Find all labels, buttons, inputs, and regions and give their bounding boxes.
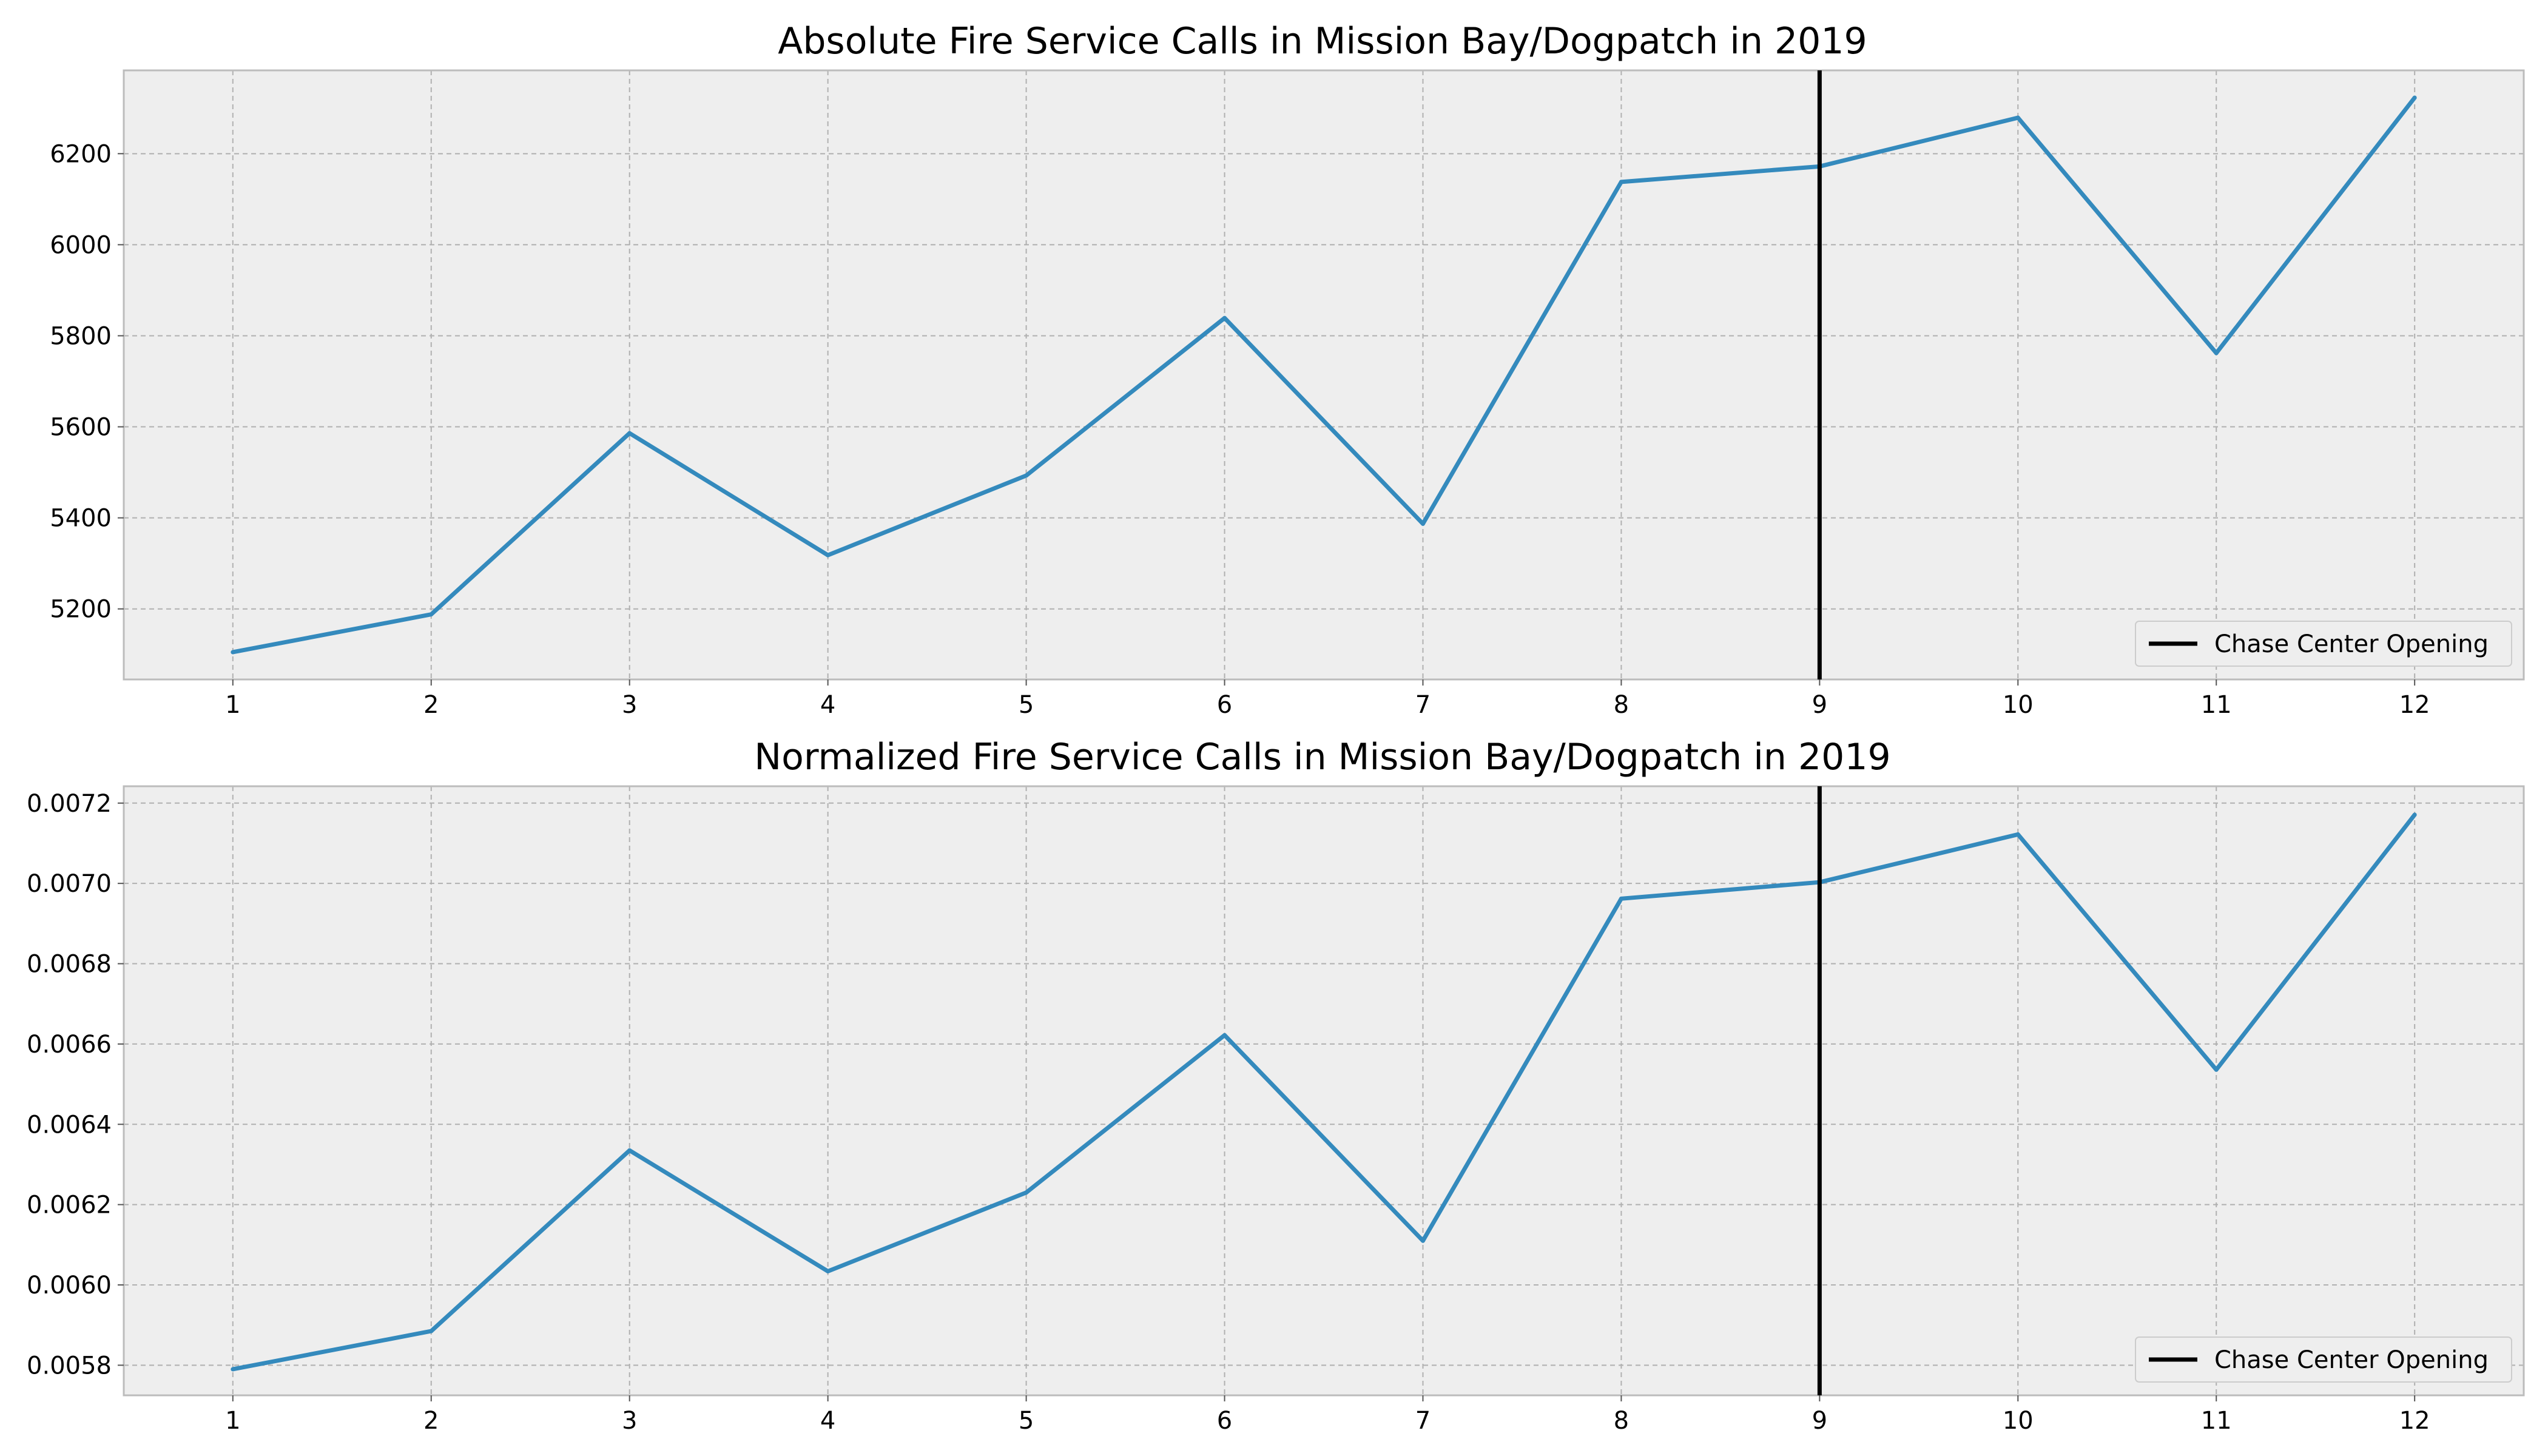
normalized-y-tick-label: 0.0064	[27, 1111, 112, 1139]
normalized-x-tick-label: 2	[423, 1407, 439, 1435]
normalized-y-tick-label: 0.0058	[27, 1352, 112, 1380]
normalized-x-tick-label: 11	[2201, 1407, 2232, 1435]
normalized-y-tick-label: 0.0066	[27, 1031, 112, 1059]
absolute-chart-title: Absolute Fire Service Calls in Mission B…	[778, 20, 1867, 62]
absolute-data-point	[429, 612, 434, 617]
absolute-x-tick-label: 2	[423, 691, 439, 719]
absolute-x-tick-label: 1	[225, 691, 240, 719]
normalized-legend-label: Chase Center Opening	[2214, 1346, 2489, 1374]
absolute-data-point	[2015, 115, 2020, 120]
absolute-x-tick-label: 7	[1415, 691, 1431, 719]
normalized-data-point	[2015, 832, 2020, 837]
absolute-data-point	[826, 553, 831, 558]
normalized-plot-area	[124, 786, 2524, 1395]
absolute-y-tick-label: 5800	[50, 322, 112, 350]
normalized-plot-frame	[123, 785, 2525, 1397]
absolute-legend-box	[2135, 621, 2512, 667]
normalized-x-tick-label: 8	[1614, 1407, 1629, 1435]
normalized-y-tick-label: 0.0070	[27, 870, 112, 898]
absolute-legend-label: Chase Center Opening	[2214, 630, 2489, 658]
normalized-calls-subplot: Normalized Fire Service Calls in Mission…	[27, 736, 2525, 1435]
normalized-x-tick-label: 12	[2399, 1407, 2430, 1435]
normalized-data-point	[1619, 896, 1623, 901]
normalized-x-tick-label: 5	[1019, 1407, 1034, 1435]
normalized-x-tick-label: 9	[1812, 1407, 1827, 1435]
normalized-data-point	[2214, 1067, 2219, 1072]
absolute-y-tick-label: 6200	[50, 140, 112, 168]
absolute-data-point	[1420, 521, 1425, 526]
absolute-y-tick-label: 5600	[50, 414, 112, 442]
normalized-data-point	[231, 1367, 235, 1372]
absolute-y-tick-label: 5400	[50, 505, 112, 533]
absolute-data-point	[627, 431, 632, 436]
absolute-data-point	[1619, 180, 1623, 184]
normalized-data-point	[1420, 1238, 1425, 1243]
normalized-legend-box	[2135, 1336, 2512, 1383]
absolute-data-point	[231, 650, 235, 655]
normalized-data-point	[1024, 1190, 1029, 1195]
normalized-x-tick-label: 7	[1415, 1407, 1431, 1435]
normalized-data-point	[1222, 1033, 1227, 1037]
normalized-legend: Chase Center Opening	[2135, 1336, 2512, 1383]
absolute-data-point	[2214, 351, 2219, 356]
absolute-plot-frame	[123, 69, 2525, 681]
absolute-x-tick-label: 3	[622, 691, 637, 719]
normalized-x-tick-label: 1	[225, 1407, 240, 1435]
normalized-series-line	[232, 813, 2416, 1372]
normalized-data-point	[2412, 812, 2417, 817]
normalized-y-tick-label: 0.0068	[27, 951, 112, 979]
absolute-x-tick-label: 6	[1217, 691, 1232, 719]
normalized-x-tick-label: 4	[820, 1407, 835, 1435]
absolute-x-tick-label: 5	[1019, 691, 1034, 719]
normalized-y-tick-label: 0.0060	[27, 1272, 112, 1299]
absolute-x-tick-label: 9	[1812, 691, 1827, 719]
normalized-data-point	[627, 1148, 632, 1153]
normalized-x-tick-label: 3	[622, 1407, 637, 1435]
absolute-calls-subplot: Absolute Fire Service Calls in Mission B…	[50, 20, 2525, 719]
normalized-data-point	[826, 1269, 831, 1273]
absolute-legend: Chase Center Opening	[2135, 621, 2512, 667]
absolute-data-point	[1024, 473, 1029, 478]
normalized-chart-title: Normalized Fire Service Calls in Mission…	[754, 736, 1890, 778]
absolute-x-tick-label: 8	[1614, 691, 1629, 719]
normalized-x-tick-label: 6	[1217, 1407, 1232, 1435]
absolute-data-point	[1222, 315, 1227, 320]
absolute-data-point	[2412, 95, 2417, 100]
absolute-series-line	[232, 96, 2416, 655]
absolute-y-tick-label: 6000	[50, 231, 112, 259]
absolute-x-tick-label: 11	[2201, 691, 2232, 719]
absolute-x-tick-label: 4	[820, 691, 835, 719]
absolute-x-tick-label: 12	[2399, 691, 2430, 719]
absolute-plot-area	[124, 70, 2524, 679]
normalized-y-tick-label: 0.0072	[27, 790, 112, 818]
absolute-y-tick-label: 5200	[50, 596, 112, 624]
normalized-x-tick-label: 10	[2003, 1407, 2034, 1435]
normalized-data-point	[429, 1329, 434, 1333]
normalized-y-tick-label: 0.0062	[27, 1191, 112, 1219]
absolute-x-tick-label: 10	[2003, 691, 2034, 719]
